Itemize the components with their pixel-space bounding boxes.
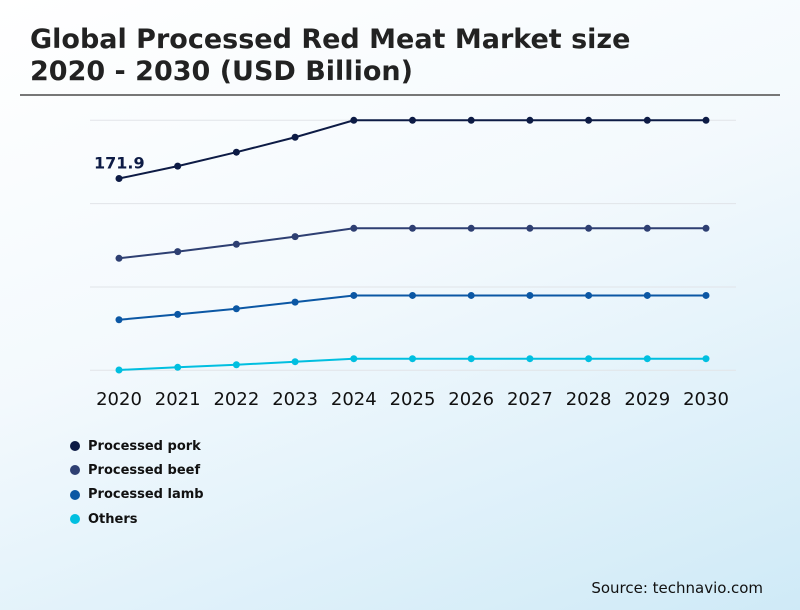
legend-item: Processed beef xyxy=(70,458,204,482)
legend-marker-icon xyxy=(70,441,80,452)
data-point xyxy=(174,248,182,256)
x-tick-label: 2026 xyxy=(448,389,494,410)
data-point xyxy=(643,355,651,363)
legend-label: Others xyxy=(88,511,138,527)
data-point xyxy=(291,358,299,366)
data-point xyxy=(409,355,416,363)
chart-title: Global Processed Red Meat Market size 20… xyxy=(30,24,631,87)
legend: Processed pork Processed beef Processed la… xyxy=(70,434,204,531)
data-point xyxy=(115,175,123,183)
x-tick-label: 2028 xyxy=(566,389,612,410)
data-point xyxy=(526,224,534,232)
x-tick-label: 2030 xyxy=(683,389,729,410)
data-point xyxy=(174,363,182,371)
series-line-processed-pork xyxy=(118,119,706,180)
data-point xyxy=(526,116,534,124)
data-point xyxy=(702,355,710,363)
legend-marker-icon xyxy=(70,489,80,500)
data-point xyxy=(467,224,475,232)
data-point xyxy=(174,162,182,170)
data-point xyxy=(291,298,299,306)
data-point xyxy=(232,240,240,248)
data-point xyxy=(350,116,358,124)
data-point xyxy=(643,116,651,124)
x-tick-label: 2024 xyxy=(331,389,377,410)
data-point xyxy=(526,291,534,299)
data-point xyxy=(115,254,123,262)
legend-label: Processed beef xyxy=(88,462,201,478)
data-point xyxy=(585,291,593,299)
data-point xyxy=(350,224,358,232)
data-point xyxy=(702,224,710,232)
x-tick-label: 2023 xyxy=(272,389,318,410)
data-point xyxy=(174,310,182,318)
legend-item: Others xyxy=(70,507,204,531)
x-tick-label: 2020 xyxy=(96,389,142,410)
data-point xyxy=(409,116,416,124)
legend-marker-icon xyxy=(70,465,80,476)
title-divider xyxy=(20,94,780,96)
series-line-processed-lamb xyxy=(118,294,706,321)
data-point xyxy=(702,116,710,124)
data-point xyxy=(232,305,240,313)
x-tick-label: 2022 xyxy=(213,389,259,410)
data-point xyxy=(585,116,593,124)
line-chart: 2020 2021 2022 2023 2024 2025 2026 2027 2028 2029… xyxy=(90,116,736,410)
data-point xyxy=(643,291,651,299)
x-tick-label: 2025 xyxy=(390,389,436,410)
data-point xyxy=(115,366,123,374)
data-point xyxy=(232,361,240,369)
legend-item: Processed lamb xyxy=(70,483,204,507)
series-line-processed-beef xyxy=(118,227,706,260)
legend-marker-icon xyxy=(70,514,80,525)
data-point xyxy=(291,233,299,241)
data-point xyxy=(467,116,475,124)
data-point xyxy=(467,355,475,363)
data-point xyxy=(232,148,240,156)
data-point xyxy=(526,355,534,363)
data-point xyxy=(350,291,358,299)
data-point xyxy=(585,224,593,232)
legend-label: Processed lamb xyxy=(88,487,204,503)
x-tick-label: 2029 xyxy=(624,389,670,410)
x-tick-label: 2027 xyxy=(507,389,553,410)
data-point xyxy=(115,316,123,324)
source-note: Source: technavio.com xyxy=(591,579,763,597)
data-point xyxy=(350,355,358,363)
data-point xyxy=(643,224,651,232)
data-point xyxy=(409,224,416,232)
data-point xyxy=(409,291,416,299)
legend-item: Processed pork xyxy=(70,434,204,458)
data-label: 171.9 xyxy=(94,154,145,173)
legend-label: Processed pork xyxy=(88,438,201,454)
data-point xyxy=(585,355,593,363)
data-point xyxy=(291,133,299,141)
data-point xyxy=(467,291,475,299)
x-tick-label: 2021 xyxy=(155,389,201,410)
data-point xyxy=(702,291,710,299)
